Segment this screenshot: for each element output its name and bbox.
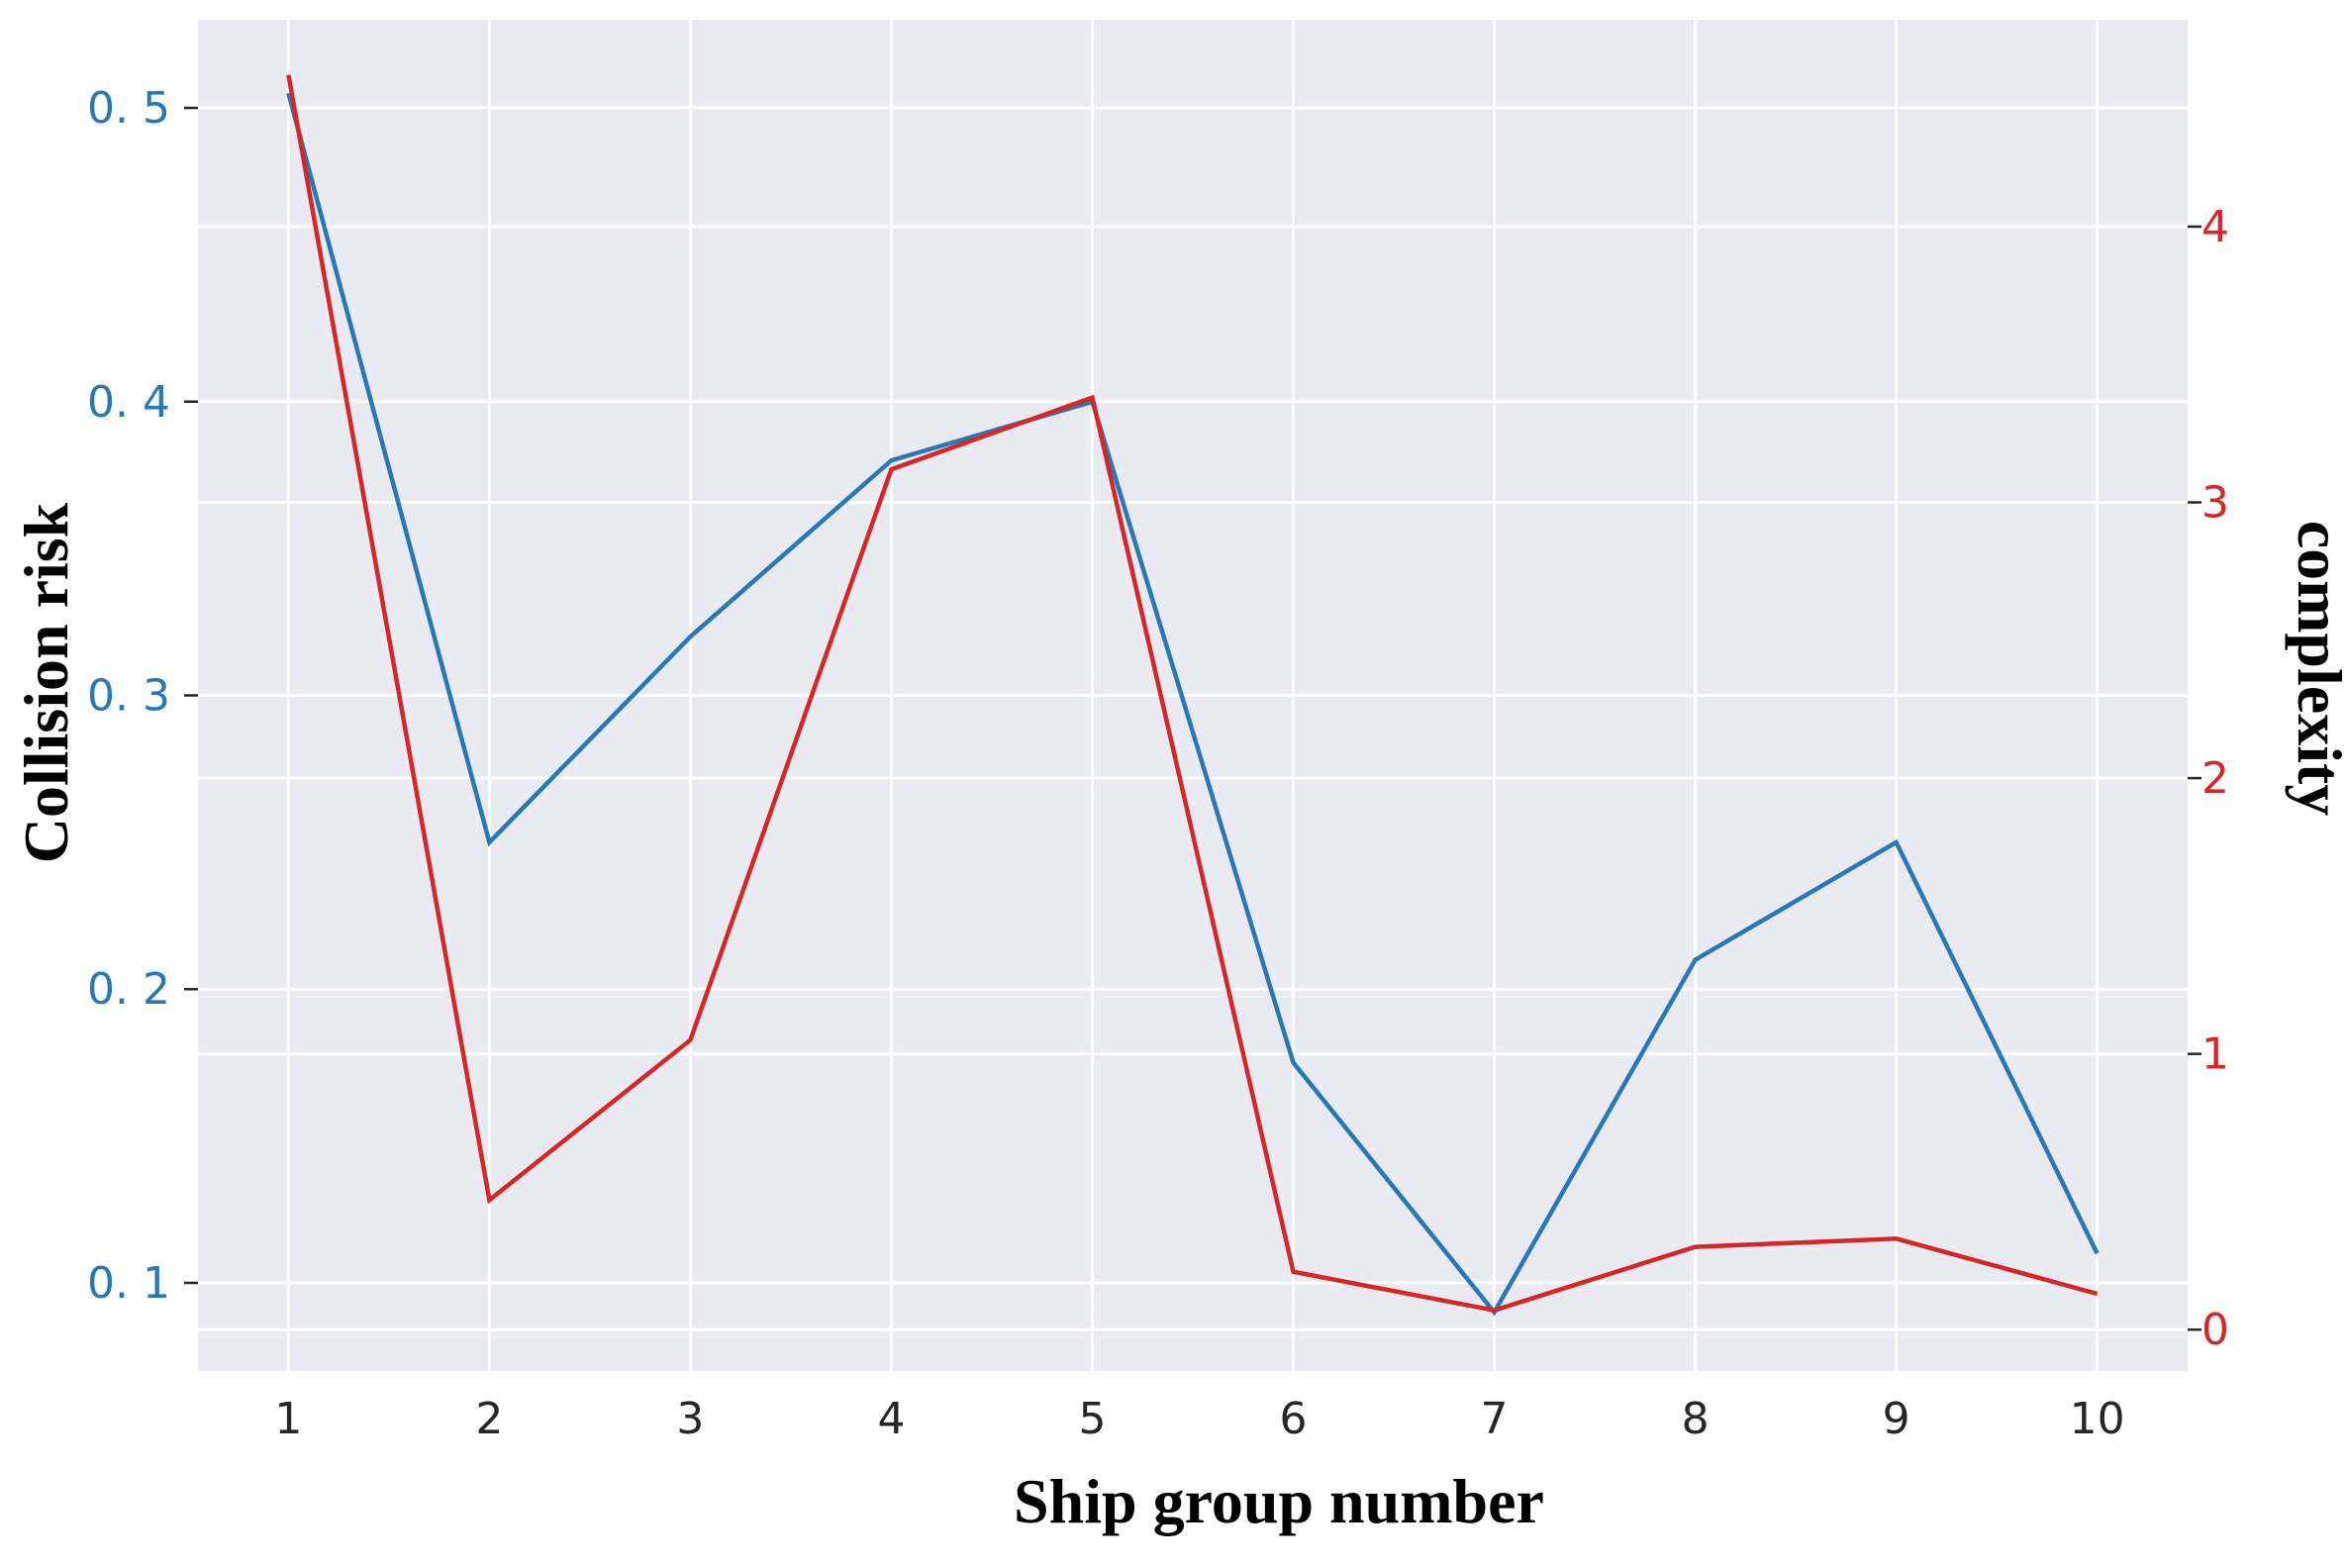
left-tick-label-3: 0. 4 <box>87 377 170 428</box>
left-tick-label-4: 0. 5 <box>87 83 170 134</box>
x-tick-label-4: 4 <box>877 1394 905 1444</box>
x-tick-label-1: 1 <box>274 1394 302 1444</box>
collision-risk-series-line <box>286 92 2100 1317</box>
right-tick-label-1: 1 <box>2201 1029 2229 1080</box>
right-axis-ticks: 0 1 2 3 4 <box>2188 202 2229 1355</box>
left-axis-title: Collision risk <box>11 502 81 863</box>
x-axis-title: Ship group number <box>1014 1466 1544 1536</box>
left-axis-ticks: 0. 1 0. 2 0. 3 0. 4 0. 5 <box>87 83 198 1309</box>
right-tick-label-4: 4 <box>2201 202 2229 252</box>
grid <box>198 20 2188 1371</box>
complexity-series-line <box>286 74 2099 1314</box>
x-tick-label-2: 2 <box>475 1394 503 1444</box>
x-axis-ticks: 1 2 3 4 5 6 7 8 9 10 <box>274 1394 2124 1444</box>
series-layer <box>286 74 2100 1317</box>
x-tick-label-10: 10 <box>2070 1394 2125 1444</box>
right-axis-title: complexity <box>2285 521 2346 817</box>
x-tick-label-7: 7 <box>1481 1394 1509 1444</box>
left-tick-label-0: 0. 1 <box>87 1258 170 1309</box>
x-tick-label-9: 9 <box>1883 1394 1910 1444</box>
left-tick-label-2: 0. 3 <box>87 671 170 722</box>
right-tick-label-0: 0 <box>2201 1305 2229 1355</box>
right-tick-label-3: 3 <box>2201 478 2229 529</box>
x-tick-label-8: 8 <box>1682 1394 1710 1444</box>
x-tick-label-6: 6 <box>1280 1394 1308 1444</box>
x-tick-label-5: 5 <box>1078 1394 1106 1444</box>
x-tick-label-3: 3 <box>676 1394 704 1444</box>
left-tick-label-1: 0. 2 <box>87 964 170 1015</box>
right-tick-label-2: 2 <box>2201 753 2229 804</box>
